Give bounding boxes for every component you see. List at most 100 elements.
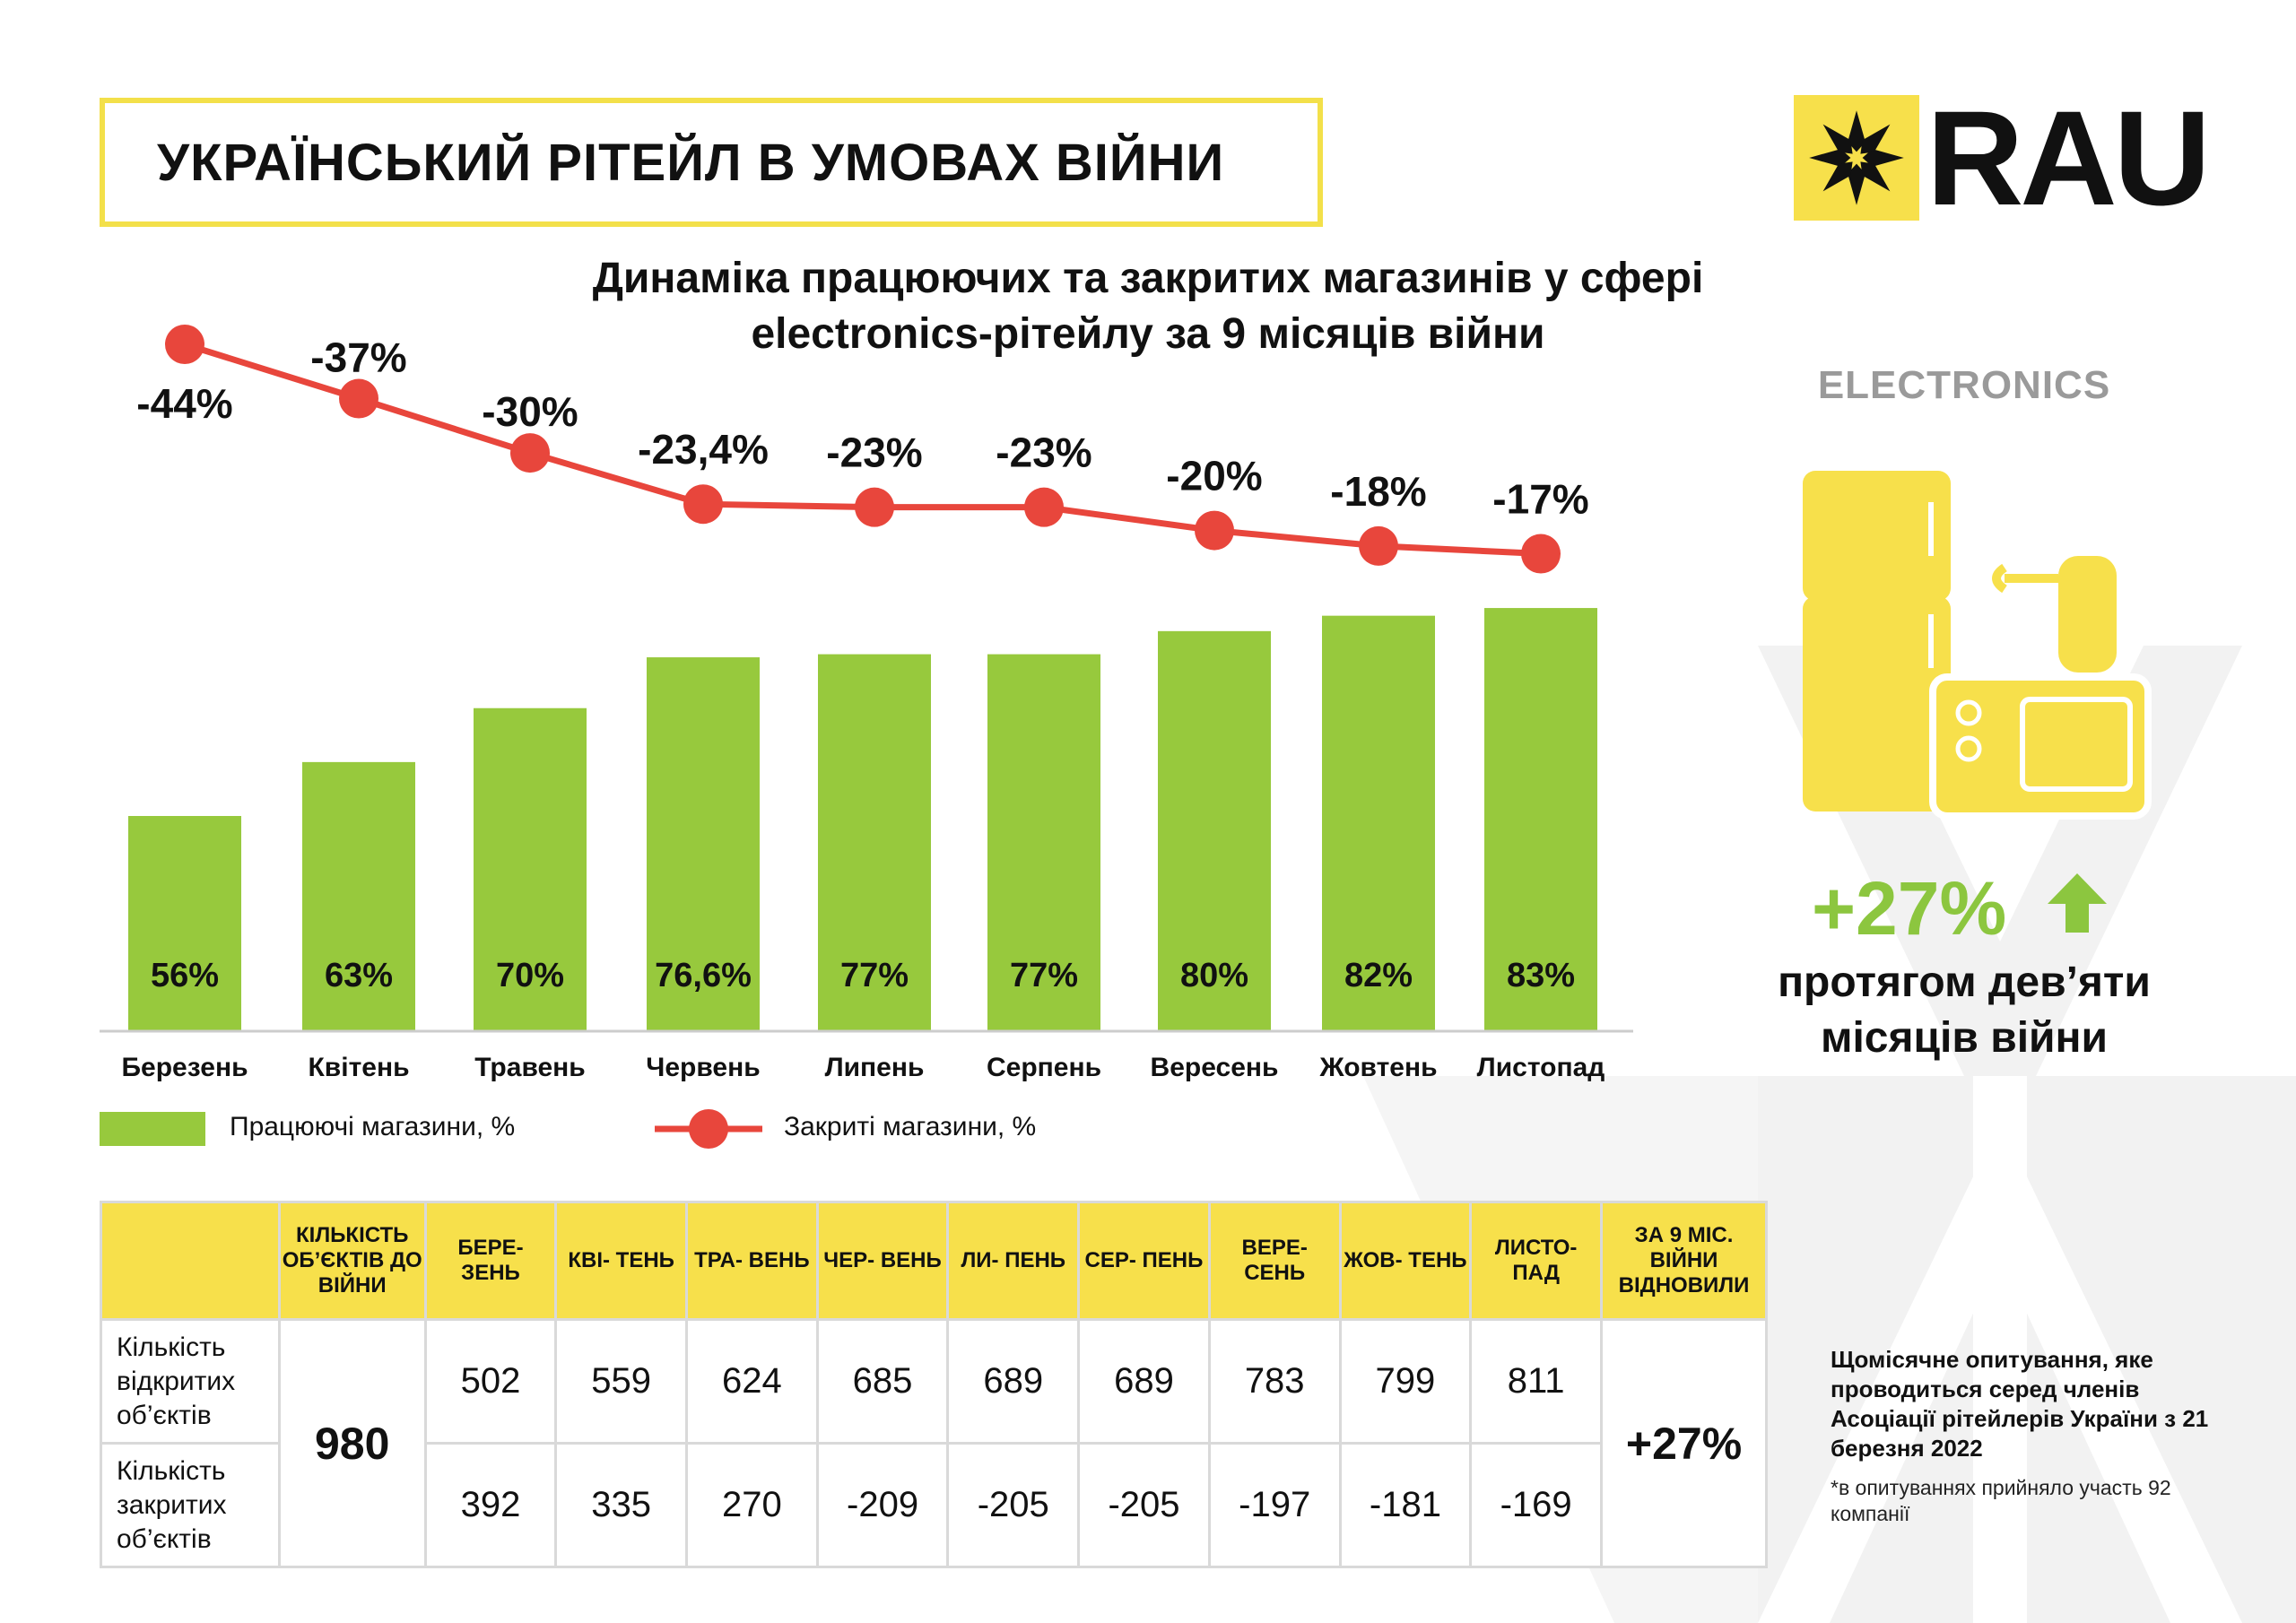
table-cell: 270 — [685, 1442, 819, 1568]
x-tick-label: Травень — [474, 1053, 586, 1082]
x-tick-label: Липень — [825, 1053, 925, 1082]
chart-title: Динаміка працюючих та закритих магазинів… — [448, 251, 1848, 362]
x-tick-label: Жовтень — [1318, 1053, 1437, 1082]
closed-value-label: -18% — [1330, 468, 1426, 515]
table-cell: 689 — [946, 1318, 1081, 1445]
bar-value-label: 82% — [1344, 957, 1413, 994]
table-header-row: КІЛЬКІСТЬ ОБ’ЄКТІВ ДО ВІЙНИ БЕРЕ- ЗЕНЬ КВІ… — [100, 1201, 1768, 1321]
bar — [474, 707, 587, 1031]
closed-point — [1359, 525, 1398, 566]
logo-text: RAU — [1926, 82, 2211, 233]
stores-table: КІЛЬКІСТЬ ОБ’ЄКТІВ ДО ВІЙНИ БЕРЕ- ЗЕНЬ КВІ… — [100, 1201, 1768, 1568]
closed-value-label: -30% — [482, 388, 578, 435]
bar — [818, 654, 931, 1031]
bar-value-label: 70% — [496, 957, 564, 994]
chart-title-line1: Динаміка працюючих та закритих магазинів… — [592, 255, 1704, 302]
column-header: ЛИ- ПЕНЬ — [946, 1201, 1081, 1321]
survey-note: Щомісячне опитування, яке проводиться се… — [1831, 1346, 2209, 1462]
legend-label-closed: Закриті магазини, % — [784, 1112, 1037, 1141]
bar-value-label: 56% — [151, 957, 219, 994]
category-label: ELECTRONICS — [1817, 363, 2111, 407]
table-cell: 624 — [685, 1318, 819, 1445]
growth-text: +27% — [1812, 866, 2007, 950]
row-label: Кількість закритих об’єктів — [100, 1442, 281, 1568]
bar-value-label: 63% — [325, 957, 393, 994]
column-header: ЗА 9 МІС. ВІЙНИ ВІДНОВИЛИ — [1600, 1201, 1768, 1321]
bar — [1158, 630, 1271, 1031]
table-cell: -197 — [1207, 1442, 1342, 1568]
table-cell: -205 — [1077, 1442, 1211, 1568]
table-cell: 392 — [423, 1442, 558, 1568]
column-header: ТРА- ВЕНЬ — [685, 1201, 819, 1321]
x-tick-label: Березень — [121, 1053, 248, 1082]
closed-point — [683, 484, 723, 525]
closed-value-label: -23,4% — [638, 426, 769, 473]
table-cell: 335 — [554, 1442, 688, 1568]
table-row: Кількість відкритих об’єктів 980 502 559 624… — [100, 1318, 1768, 1568]
closed-value-label: -44% — [136, 380, 232, 427]
bar-value-label: 83% — [1507, 957, 1575, 994]
x-tick-label: Листопад — [1477, 1053, 1605, 1082]
column-header: ВЕРЕ- СЕНЬ — [1207, 1201, 1342, 1321]
table-cell: 685 — [815, 1318, 950, 1445]
legend-marker-closed — [689, 1109, 728, 1149]
bar — [1484, 608, 1597, 1031]
table-cell: 689 — [1077, 1318, 1211, 1445]
table-cell: -181 — [1338, 1442, 1473, 1568]
bar-value-label: 77% — [840, 957, 909, 994]
bar — [302, 761, 415, 1031]
chart-title-line2: electronics-рітейлу за 9 місяців війни — [751, 310, 1545, 358]
survey-footnote: *в опитуваннях прийняло участь 92 компан… — [1831, 1476, 2171, 1525]
bar — [647, 657, 760, 1031]
closed-point — [339, 378, 378, 419]
growth-value: +27% — [1812, 865, 2109, 952]
column-header: ЛИСТО- ПАД — [1469, 1201, 1604, 1321]
closed-point — [1521, 534, 1561, 574]
column-header: ЖОВ- ТЕНЬ — [1338, 1201, 1473, 1321]
closed-point — [1024, 487, 1064, 527]
table-cell: 502 — [423, 1318, 558, 1445]
star-icon — [1794, 95, 1919, 221]
closed-point — [1195, 510, 1234, 551]
table-cell: 799 — [1338, 1318, 1473, 1445]
x-tick-label: Серпень — [987, 1053, 1101, 1082]
closed-value-label: -37% — [310, 334, 406, 381]
closed-point — [165, 325, 204, 364]
bar — [987, 654, 1100, 1031]
table-cell: -205 — [946, 1442, 1081, 1568]
table-cell: 811 — [1469, 1318, 1604, 1445]
table-cell: 783 — [1207, 1318, 1342, 1445]
column-header — [100, 1201, 281, 1321]
closed-value-label: -23% — [996, 430, 1091, 476]
closed-value-label: -23% — [826, 430, 922, 476]
x-tick-label: Вересень — [1151, 1053, 1279, 1082]
table-cell: -169 — [1469, 1442, 1604, 1568]
appliances-icon — [1803, 471, 2152, 820]
column-header: КВІ- ТЕНЬ — [554, 1201, 688, 1321]
page-title-text: УКРАЇНСЬКИЙ РІТЕЙЛ В УМОВАХ ВІЙНИ — [157, 133, 1225, 192]
table-cell: -209 — [815, 1442, 950, 1568]
bar — [128, 816, 241, 1031]
page-title: УКРАЇНСЬКИЙ РІТЕЙЛ В УМОВАХ ВІЙНИ — [100, 98, 1323, 227]
x-tick-label: Червень — [646, 1053, 760, 1082]
rau-logo: RAU — [1794, 91, 2211, 225]
bar-value-label: 77% — [1010, 957, 1078, 994]
column-header: ЧЕР- ВЕНЬ — [815, 1201, 950, 1321]
column-header: СЕР- ПЕНЬ — [1077, 1201, 1211, 1321]
column-header: БЕРЕ- ЗЕНЬ — [423, 1201, 558, 1321]
closed-point — [510, 433, 550, 473]
table-row: Кількість закритих об’єктів 392 335 270 -209… — [100, 1442, 1767, 1568]
x-tick-label: Квітень — [308, 1053, 409, 1082]
bar-value-label: 80% — [1180, 957, 1248, 994]
bar — [1322, 615, 1435, 1031]
bar-value-label: 76,6% — [655, 957, 752, 994]
closed-value-label: -17% — [1492, 476, 1588, 523]
growth-caption: протягом дев’яти місяців війни — [1778, 959, 2151, 1062]
column-header: КІЛЬКІСТЬ ОБ’ЄКТІВ ДО ВІЙНИ — [277, 1201, 427, 1321]
table-cell: 559 — [554, 1318, 688, 1445]
row-label: Кількість відкритих об’єктів — [100, 1318, 281, 1445]
arrow-up-icon — [2047, 873, 2107, 933]
prewar-count: 980 — [277, 1318, 427, 1568]
legend-label-open: Працюючі магазини, % — [230, 1112, 516, 1141]
